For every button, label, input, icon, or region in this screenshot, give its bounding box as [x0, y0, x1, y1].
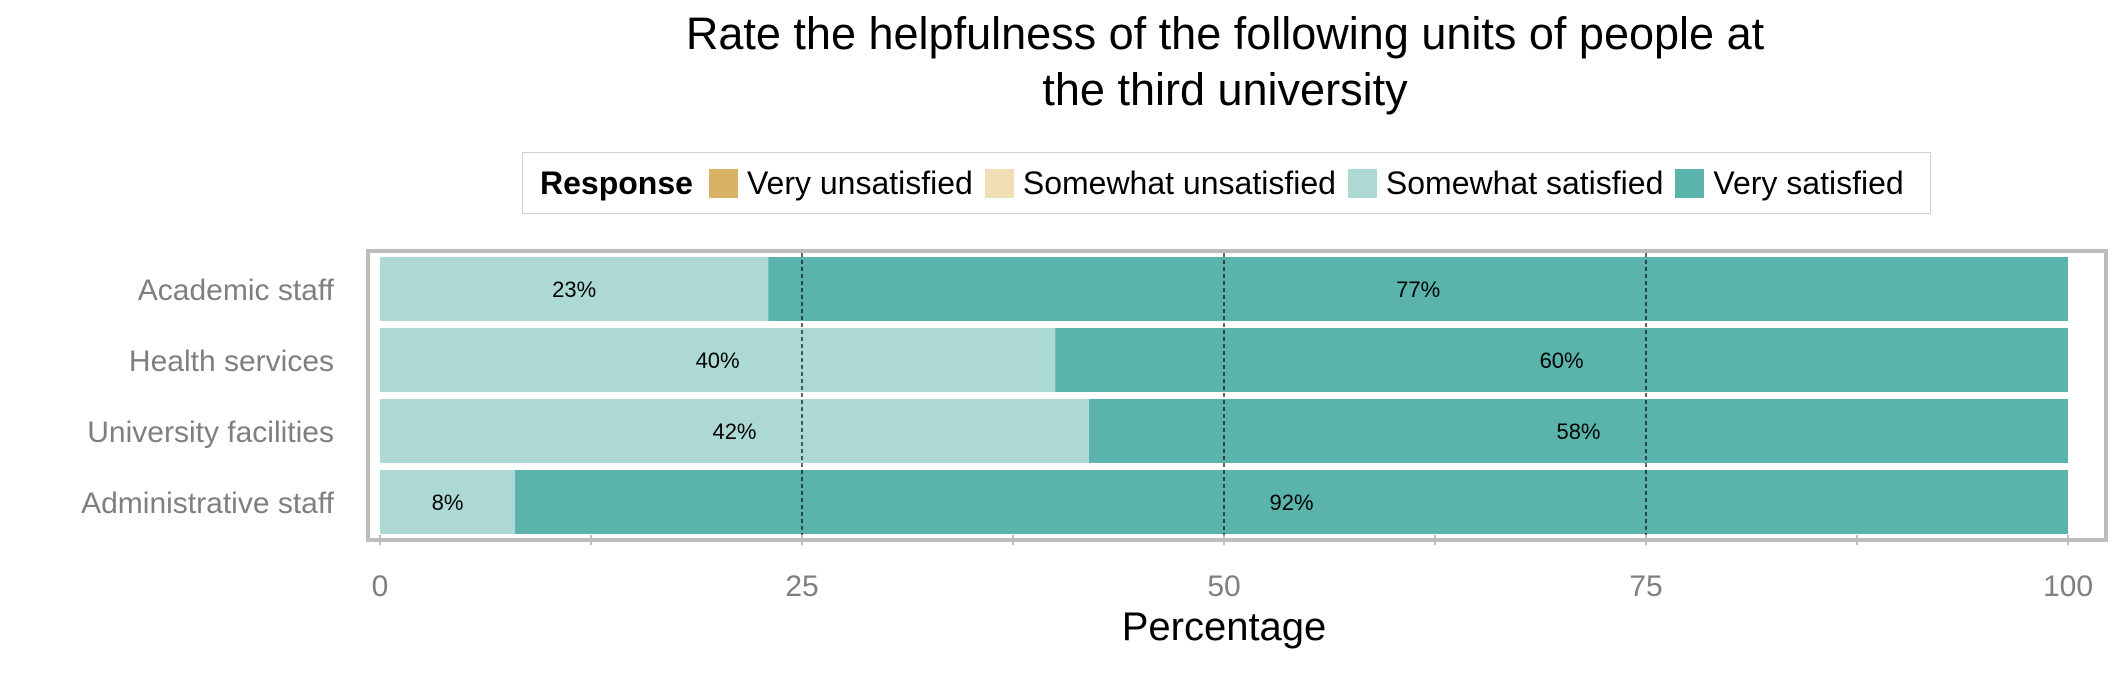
legend-label-somewhat-satisfied: Somewhat satisfied: [1385, 164, 1664, 201]
data-label: 92%: [1269, 490, 1313, 515]
data-label: 40%: [696, 348, 740, 373]
y-tick-label: Health services: [129, 345, 334, 378]
data-label: 77%: [1396, 277, 1440, 302]
legend-item-very-unsatisfied: Very unsatisfied: [708, 164, 973, 202]
x-axis-label: Percentage: [1122, 605, 1327, 649]
y-tick-label: Academic staff: [138, 274, 335, 307]
data-label: 8%: [432, 490, 464, 515]
legend-item-somewhat-unsatisfied: Somewhat unsatisfied: [984, 164, 1336, 202]
legend-swatch-very-satisfied: [1675, 168, 1705, 198]
legend-swatch-somewhat-satisfied: [1347, 168, 1377, 198]
legend-item-somewhat-satisfied: Somewhat satisfied: [1347, 164, 1664, 202]
legend-label-very-unsatisfied: Very unsatisfied: [746, 164, 973, 201]
chart-title-line-2: the third university: [1042, 64, 1408, 115]
x-tick-label: 25: [785, 570, 818, 603]
bar-university-facilities-very-satisfied: [1088, 399, 2068, 463]
plot-panel-border: [366, 249, 2108, 542]
legend-label-very-satisfied: Very satisfied: [1713, 164, 1904, 201]
bar-university-facilities-somewhat-satisfied: [380, 399, 1089, 463]
data-label: 42%: [712, 419, 756, 444]
bar-academic-staff-very-satisfied: [768, 257, 2068, 321]
legend-swatch-very-unsatisfied: [708, 168, 738, 198]
legend-title: Response: [540, 164, 693, 201]
x-tick-label: 0: [372, 570, 389, 603]
chart-title: Rate the helpfulness of the following un…: [0, 6, 2125, 118]
legend-item-very-satisfied: Very satisfied: [1675, 164, 1904, 202]
bar-administrative-staff-somewhat-satisfied: [380, 470, 516, 534]
x-tick-label: 75: [1629, 570, 1662, 603]
data-label: 58%: [1556, 419, 1600, 444]
legend-label-somewhat-unsatisfied: Somewhat unsatisfied: [1022, 164, 1336, 201]
legend-swatch-somewhat-unsatisfied: [984, 168, 1014, 198]
bar-administrative-staff-very-satisfied: [515, 470, 2068, 534]
x-tick-label: 100: [2043, 570, 2093, 603]
x-tick-label: 50: [1207, 570, 1240, 603]
chart-title-line-1: Rate the helpfulness of the following un…: [685, 8, 1765, 59]
y-tick-label: University facilities: [87, 416, 334, 449]
data-label: 23%: [552, 277, 596, 302]
legend: Response Very unsatisfied Somewhat unsat…: [522, 152, 1931, 214]
bar-academic-staff-somewhat-satisfied: [380, 257, 769, 321]
bar-health-services-somewhat-satisfied: [380, 328, 1056, 392]
data-label: 60%: [1540, 348, 1584, 373]
y-tick-label: Administrative staff: [81, 487, 335, 520]
